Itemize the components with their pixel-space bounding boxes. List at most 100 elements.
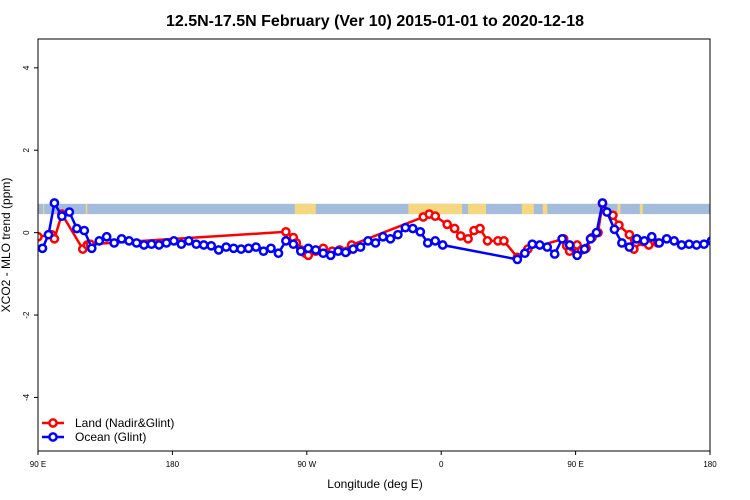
data-point [579,244,590,254]
y-tick-label: -2 [22,311,31,319]
data-point [699,239,709,250]
band-ocean [38,203,710,215]
data-point [407,223,418,234]
y-tick-label: 0 [22,230,31,235]
x-tick-label: 90 E [567,460,583,469]
legend-label: Land (Nadir&Glint) [75,416,174,430]
data-point [597,198,608,208]
band-land-segment [306,203,316,215]
data-point [437,240,448,250]
data-point [43,229,54,240]
legend-marker [48,418,58,428]
data-point [512,254,523,265]
data-point [609,224,620,235]
y-tick-label: -4 [22,393,31,401]
data-point [49,198,60,208]
data-point [482,236,493,246]
band-land-segment [468,203,486,215]
x-tick-label: 90 W [297,460,316,469]
data-point [161,238,172,248]
data-point [191,239,202,250]
band-land-segment [408,203,463,215]
data-point [370,238,381,248]
data-point [258,246,269,257]
data-point [646,231,657,242]
data-point [221,242,232,252]
band-land-segment [294,203,307,215]
data-point [499,236,509,246]
data-point [400,222,411,233]
data-point [624,242,635,252]
data-point [94,236,105,246]
data-point [617,238,627,248]
data-point [455,231,466,241]
data-point [139,240,149,250]
band-land-segment [617,203,621,215]
x-tick-label: 180 [166,460,180,469]
data-point [624,229,635,240]
data-point [585,233,596,244]
band-land-segment [43,203,45,215]
data-point [691,240,702,250]
data-point [591,227,602,238]
data-point [206,240,217,251]
x-tick-label: 0 [439,460,444,469]
y-tick-label: 2 [22,147,31,152]
x-tick-label: 90 E [30,460,46,469]
data-point [57,211,67,222]
data-point [534,240,545,250]
data-point [325,250,336,261]
legend-entry: Land (Nadir&Glint) [42,416,174,430]
data-point [183,236,194,246]
data-point [393,229,403,240]
series-layer [38,198,710,265]
data-point [131,238,142,248]
data-point [557,233,568,244]
data-point [631,233,642,244]
data-point [430,236,441,246]
data-point [684,239,694,250]
data-point [519,248,530,259]
data-point [109,238,120,248]
data-point [228,243,239,254]
data-point [146,239,157,250]
data-point [213,245,224,255]
data-point [38,243,48,254]
data-point [422,238,433,248]
band-land-segment [85,203,88,215]
data-point [549,249,560,259]
data-point [266,243,276,254]
x-axis: 90 E 180 90 W 0 90 E 180 [30,451,717,469]
data-point [475,223,485,234]
data-point [463,233,473,244]
data-point [661,233,672,244]
data-point [198,240,209,250]
data-point [676,240,687,250]
data-point [564,240,575,250]
data-point [542,242,553,252]
series-ocean [38,198,710,265]
data-point [340,247,351,258]
data-point [116,233,127,244]
data-point [288,239,299,250]
data-point [449,223,460,234]
data-point [169,236,179,246]
data-point [378,231,388,242]
data-point [281,236,291,246]
data-point [355,242,366,252]
data-point [333,246,344,257]
data-point [281,226,291,237]
band-land-segment [521,203,534,215]
data-point [71,223,82,234]
data-point [602,207,612,217]
data-point [318,248,329,259]
data-point [86,243,97,254]
data-point [415,226,426,237]
data-point [176,239,187,250]
data-point [639,236,650,246]
data-point [243,243,254,254]
data-point [430,211,441,222]
data-point [236,244,246,254]
data-point [654,238,665,248]
plot-frame [37,38,711,452]
